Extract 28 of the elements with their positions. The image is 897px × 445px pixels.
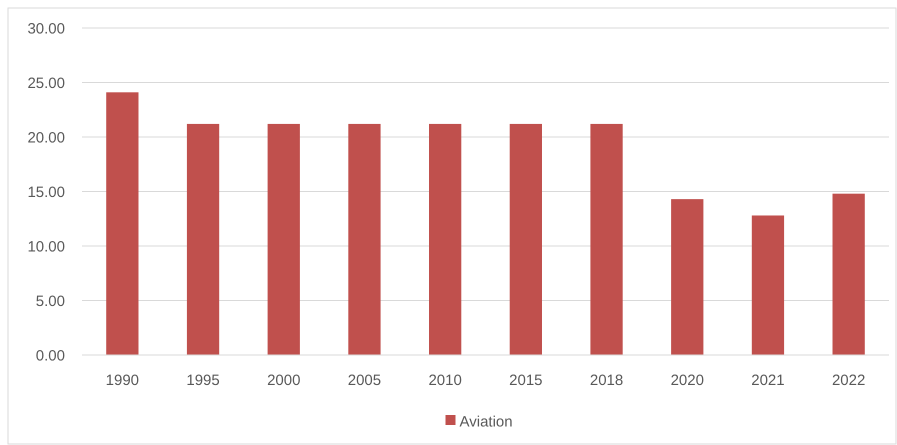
- bar: [106, 92, 138, 355]
- bar: [752, 215, 784, 355]
- x-tick-label: 2005: [348, 372, 382, 389]
- bar: [510, 124, 542, 355]
- y-tick-label: 0.00: [36, 347, 65, 364]
- bar: [671, 199, 704, 355]
- y-tick-label: 20.00: [27, 129, 65, 146]
- legend-label: Aviation: [460, 413, 513, 430]
- bar: [429, 124, 462, 355]
- x-tick-label: 1995: [186, 372, 220, 389]
- x-tick-label: 2010: [428, 372, 462, 389]
- x-tick-label: 2022: [832, 372, 866, 389]
- bar: [348, 124, 381, 355]
- y-tick-label: 30.00: [27, 20, 65, 38]
- y-tick-label: 25.00: [27, 74, 65, 92]
- x-tick-label: 2020: [670, 372, 704, 389]
- bar: [590, 124, 623, 355]
- x-tick-label: 2000: [267, 372, 300, 389]
- x-tick-label: 1990: [106, 372, 140, 389]
- x-tick-label: 2021: [751, 372, 785, 389]
- bar: [832, 194, 865, 355]
- y-tick-label: 10.00: [27, 238, 65, 256]
- bar: [268, 124, 300, 355]
- x-tick-label: 2018: [590, 372, 624, 389]
- y-tick-label: 15.00: [27, 184, 65, 201]
- y-tick-label: 5.00: [36, 292, 65, 310]
- x-tick-label: 2015: [509, 372, 543, 389]
- bar: [186, 124, 220, 355]
